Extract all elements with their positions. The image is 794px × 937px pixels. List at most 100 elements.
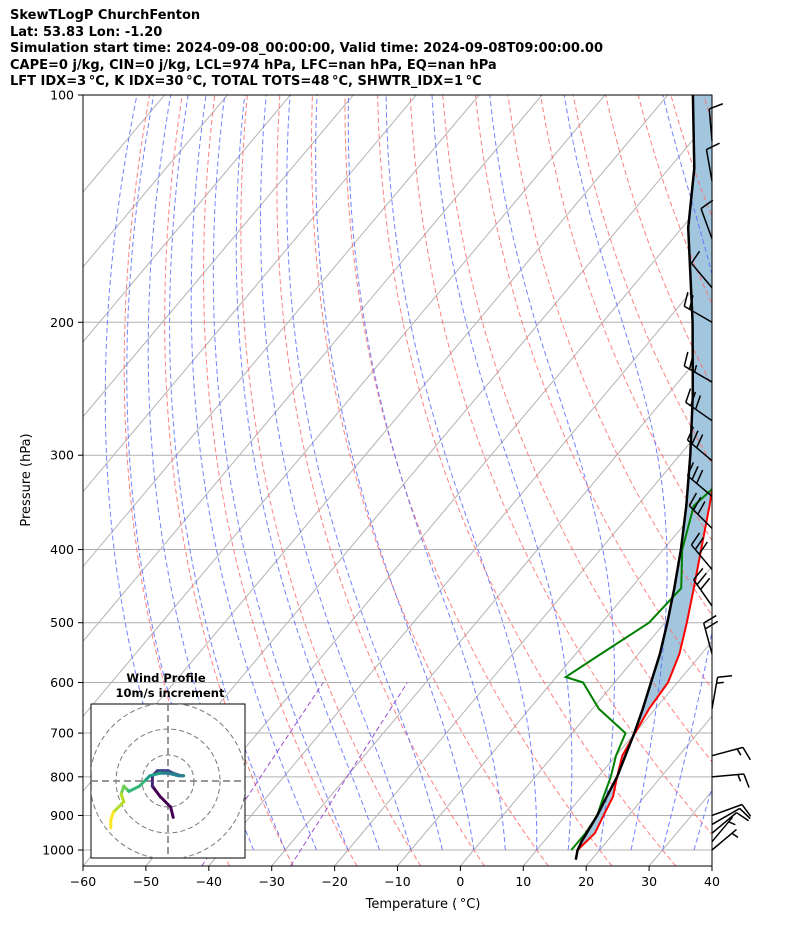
temperature-line [576,483,712,851]
moist-adiabat [286,95,443,851]
x-tick-label: −60 [70,874,96,889]
barb-feather [704,620,719,630]
barb-staff [705,149,713,182]
moist-adiabat [315,95,475,851]
mixing-ratio-line [290,682,408,866]
barb-half-feather [731,832,739,838]
moist-adiabat [347,95,506,851]
dry-adiabat [344,95,613,866]
moist-adiabat [431,95,573,851]
isotherm-line [648,790,712,866]
hodograph-segment [169,805,175,819]
barb-feather [741,804,752,817]
barb-feather [689,391,697,407]
wind-barb [686,462,713,497]
dry-adiabat [310,95,549,866]
wind-barb [711,773,750,788]
isotherm-line [271,341,712,866]
barb-staff [711,828,737,851]
barb-feather [691,430,699,445]
barb-half-feather [728,821,736,826]
barb-feather [686,426,695,441]
y-axis-label: Pressure (hPa) [19,433,34,526]
barb-staff [711,677,719,709]
barb-feather [743,773,750,788]
wind-barb [700,199,714,239]
wind-barb [711,803,752,817]
barb-feather [691,465,699,480]
barb-feather [739,807,751,820]
y-tick-label: 100 [50,88,74,103]
barb-half-feather [736,748,742,756]
wind-barb [686,426,713,462]
isotherm-line [83,95,291,343]
barb-feather [697,501,706,515]
y-tick-label: 200 [50,315,74,330]
dry-adiabat [702,95,712,124]
moist-adiabat [259,95,412,851]
wind-barb [711,746,752,761]
barb-feather [694,395,702,410]
hodograph-segment [150,784,162,799]
x-tick-label: 10 [515,874,531,889]
x-tick-label: −40 [196,874,222,889]
moist-adiabat [725,95,794,850]
barb-staff [711,812,737,834]
indices-text: LFT IDX=3 °C, K IDX=30 °C, TOTAL TOTS=48… [10,74,482,89]
moist-adiabat [190,95,318,851]
barb-feather [692,496,702,511]
y-tick-label: 1000 [42,843,74,858]
wind-barb [690,532,713,570]
barb-feather [683,351,689,367]
dry-adiabat [164,95,294,866]
hodograph-inset: Wind Profile 10m/s increment [90,671,246,859]
barb-feather [700,199,714,210]
wind-barb [683,351,713,383]
moist-adiabat [563,95,668,851]
dry-adiabat [507,95,712,616]
barb-half-feather [737,774,742,782]
hodograph-segment [148,771,162,778]
dry-adiabat [240,95,422,866]
moist-adiabat [235,95,380,851]
barb-feather [690,532,701,546]
isotherm-line [83,95,480,568]
x-tick-label: −30 [259,874,285,889]
isotherm-line [83,95,543,643]
isotherm-line [585,715,712,866]
wind-barb [711,807,751,826]
barb-staff [711,807,741,826]
wind-barb [693,567,713,607]
dry-adiabat [769,95,794,866]
isotherm-line [397,490,712,866]
barb-feather [695,434,704,449]
dry-adiabat [540,95,712,542]
isotherm-line [145,191,712,866]
hodograph-segment [158,795,173,809]
barb-feather [742,747,752,761]
barb-feather [688,492,698,507]
dry-adiabat [202,95,358,866]
barb-feather [696,572,707,586]
wind-barb [685,388,713,422]
parcel-line [574,95,696,860]
wind-barb [711,674,733,709]
axis-ticks: −60 −50 −40 −30 −20 −10 0 10 20 30 40 100 200 300 400 5… [42,88,720,890]
barb-feather [698,541,708,555]
barb-feather [683,291,689,307]
wind-barb [711,816,736,843]
location-text: Lat: 53.83 Lon: -1.20 [10,24,163,40]
dry-adiabat [276,95,485,866]
isotherm-line [83,95,417,493]
x-tick-label: −20 [321,874,347,889]
dry-adiabat [474,95,712,690]
chart-title: SkewTLogP ChurchFenton [10,8,201,23]
dewpoint-line [563,487,712,851]
barb-feather [695,469,704,484]
chart-header: SkewTLogP ChurchFenton Lat: 53.83 Lon: -… [10,8,603,91]
wind-barb [711,828,739,851]
isotherm-line [83,95,606,718]
cin-area [577,95,712,850]
x-tick-label: 30 [641,874,657,889]
